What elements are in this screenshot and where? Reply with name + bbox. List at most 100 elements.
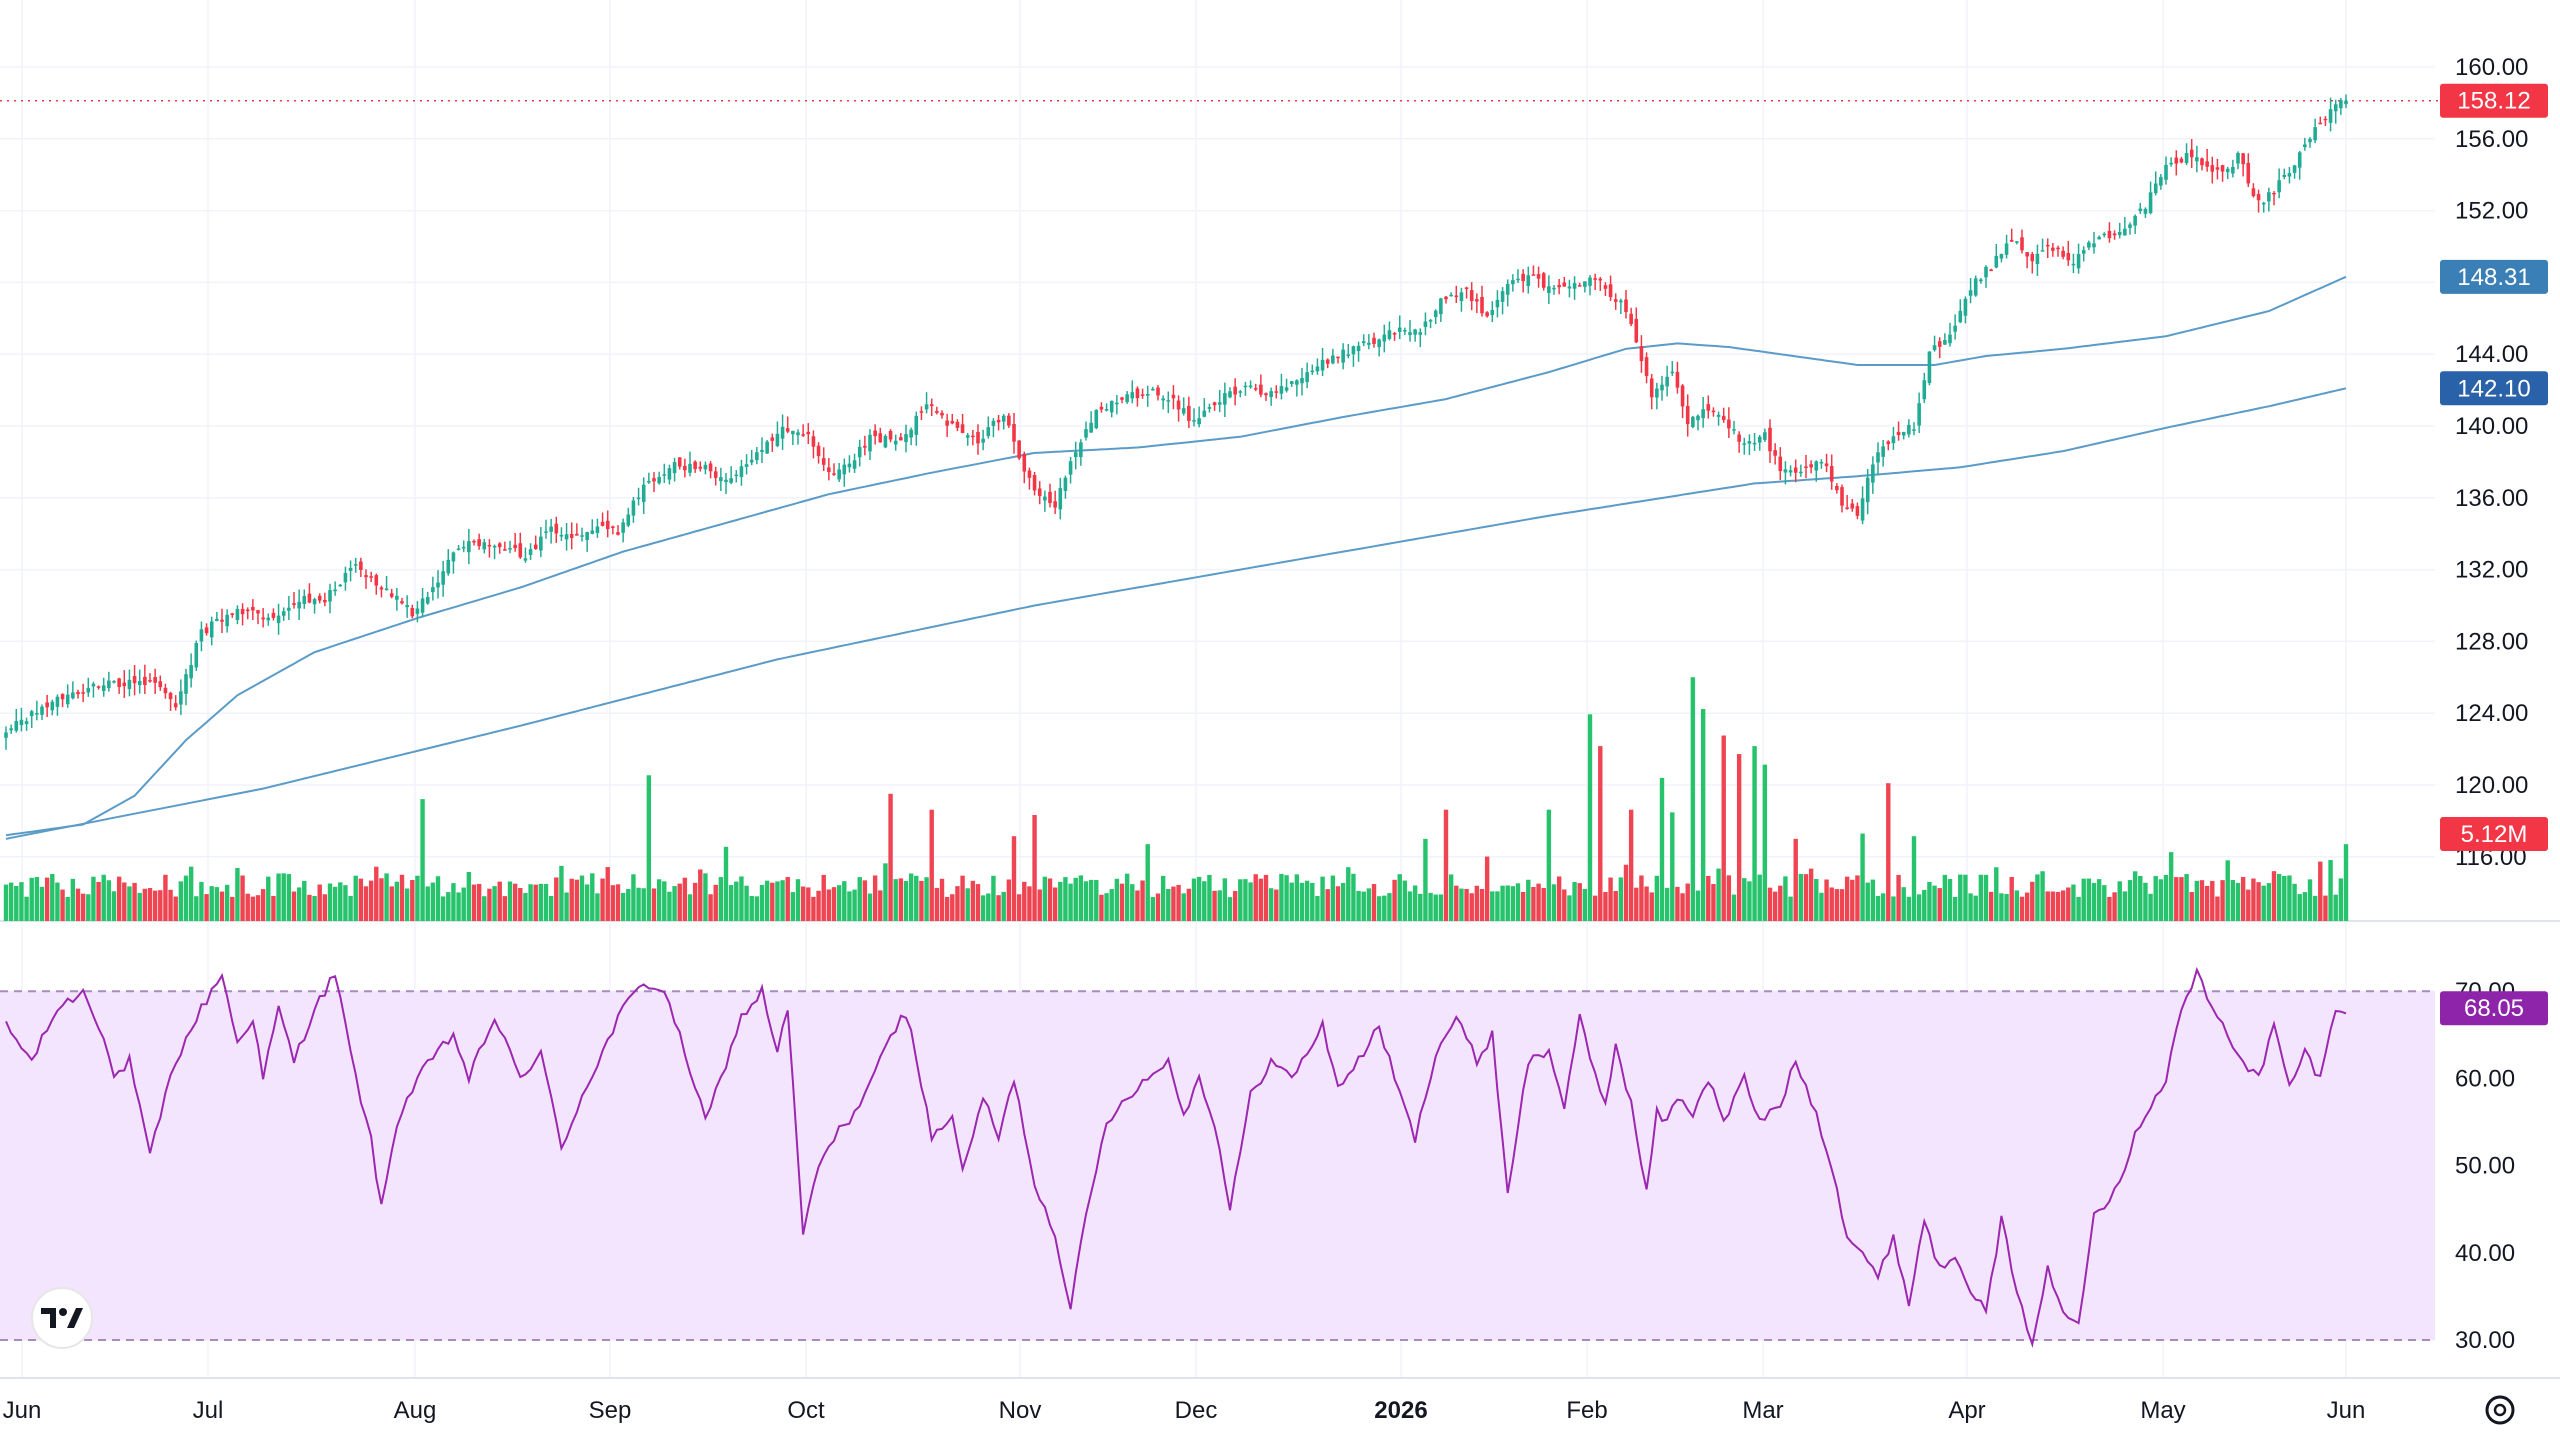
candle-body[interactable] [76, 692, 80, 695]
volume-bar[interactable] [1325, 889, 1330, 921]
volume-bar[interactable] [2287, 875, 2292, 921]
volume-bar[interactable] [1577, 883, 1582, 921]
volume-bar[interactable] [389, 886, 394, 921]
candle-body[interactable] [1968, 290, 1973, 296]
volume-bar[interactable] [446, 892, 451, 921]
candle-body[interactable] [559, 534, 564, 537]
candle-body[interactable] [328, 590, 332, 602]
volume-bar[interactable] [1351, 873, 1356, 921]
volume-bar[interactable] [1608, 877, 1613, 921]
volume-bar[interactable] [2040, 871, 2045, 921]
candle-body[interactable] [482, 542, 487, 550]
candle-body[interactable] [1598, 278, 1603, 281]
volume-bar[interactable] [1202, 881, 1207, 921]
candle-body[interactable] [1675, 371, 1680, 388]
candle-body[interactable] [292, 603, 296, 606]
volume-bar[interactable] [2009, 877, 2014, 921]
candle-body[interactable] [600, 521, 605, 526]
candle-body[interactable] [1156, 387, 1160, 396]
volume-bar[interactable] [579, 875, 585, 921]
volume-bar[interactable] [543, 883, 549, 921]
candle-body[interactable] [40, 706, 44, 715]
volume-bar[interactable] [2215, 896, 2220, 921]
candle-body[interactable] [168, 692, 173, 700]
candle-body[interactable] [1824, 463, 1829, 467]
candle-body[interactable] [127, 679, 132, 690]
candle-body[interactable] [549, 526, 553, 532]
volume-bar[interactable] [559, 865, 564, 921]
candle-body[interactable] [2123, 228, 2127, 236]
candle-body[interactable] [868, 434, 872, 452]
volume-bar[interactable] [1001, 891, 1006, 921]
volume-bar[interactable] [1659, 777, 1665, 921]
candle-body[interactable] [1907, 424, 1911, 435]
candle-body[interactable] [1958, 310, 1963, 323]
candle-body[interactable] [1526, 275, 1531, 287]
candle-body[interactable] [2045, 244, 2050, 247]
candle-body[interactable] [1387, 330, 1392, 339]
candle-body[interactable] [605, 520, 610, 530]
candle-body[interactable] [1505, 283, 1510, 295]
candle-body[interactable] [1259, 384, 1263, 395]
volume-bar[interactable] [1886, 783, 1891, 921]
candle-body[interactable] [1336, 356, 1340, 359]
volume-bar[interactable] [656, 879, 662, 921]
candle-body[interactable] [184, 674, 188, 694]
volume-bar[interactable] [1860, 833, 1865, 921]
volume-bar[interactable] [2266, 883, 2272, 921]
candle-body[interactable] [1706, 404, 1711, 411]
candle-body[interactable] [1552, 287, 1556, 290]
candle-body[interactable] [1192, 420, 1196, 422]
volume-bar[interactable] [14, 885, 19, 921]
candle-body[interactable] [821, 458, 826, 465]
volume-bar[interactable] [548, 895, 554, 921]
candle-body[interactable] [2112, 233, 2117, 236]
candle-body[interactable] [698, 466, 703, 469]
candle-body[interactable] [1973, 278, 1978, 296]
candle-body[interactable] [2035, 253, 2040, 265]
volume-bar[interactable] [816, 890, 821, 921]
volume-bar[interactable] [2019, 896, 2025, 921]
volume-bar[interactable] [512, 883, 518, 921]
volume-bar[interactable] [1196, 876, 1202, 921]
candle-body[interactable] [1325, 359, 1330, 364]
candle-body[interactable] [904, 434, 908, 443]
volume-bar[interactable] [2282, 875, 2287, 921]
volume-bar[interactable] [1793, 838, 1798, 921]
candle-body[interactable] [1166, 400, 1171, 402]
candle-body[interactable] [1269, 391, 1273, 397]
volume-bar[interactable] [60, 889, 65, 921]
volume-bar[interactable] [1418, 893, 1423, 921]
candle-body[interactable] [1454, 295, 1459, 298]
volume-bar[interactable] [1963, 874, 1968, 921]
volume-bar[interactable] [214, 887, 220, 921]
candle-body[interactable] [991, 420, 996, 426]
volume-bar[interactable] [1906, 896, 1912, 921]
volume-bar[interactable] [1171, 886, 1176, 921]
volume-bar[interactable] [1222, 878, 1228, 921]
candle-body[interactable] [739, 466, 744, 477]
volume-bar[interactable] [2194, 880, 2200, 921]
candle-body[interactable] [1372, 337, 1376, 344]
volume-bar[interactable] [698, 869, 703, 921]
volume-bar[interactable] [1448, 874, 1454, 921]
volume-bar[interactable] [1628, 809, 1634, 921]
volume-bar[interactable] [19, 882, 24, 921]
candle-body[interactable] [112, 681, 116, 683]
candle-body[interactable] [708, 463, 713, 472]
volume-bar[interactable] [842, 881, 847, 921]
candle-body[interactable] [2225, 168, 2230, 173]
volume-bar[interactable] [209, 886, 214, 921]
candle-body[interactable] [1295, 380, 1299, 385]
candle-body[interactable] [713, 471, 718, 478]
volume-bar[interactable] [1407, 891, 1413, 921]
candle-body[interactable] [2128, 224, 2132, 228]
candle-body[interactable] [2287, 173, 2292, 177]
volume-bar[interactable] [2055, 891, 2061, 921]
volume-bar[interactable] [1716, 868, 1721, 921]
candle-body[interactable] [1408, 332, 1412, 336]
volume-bar[interactable] [1541, 887, 1546, 921]
candle-body[interactable] [251, 606, 255, 611]
candle-body[interactable] [276, 615, 281, 624]
volume-bar[interactable] [584, 884, 590, 921]
